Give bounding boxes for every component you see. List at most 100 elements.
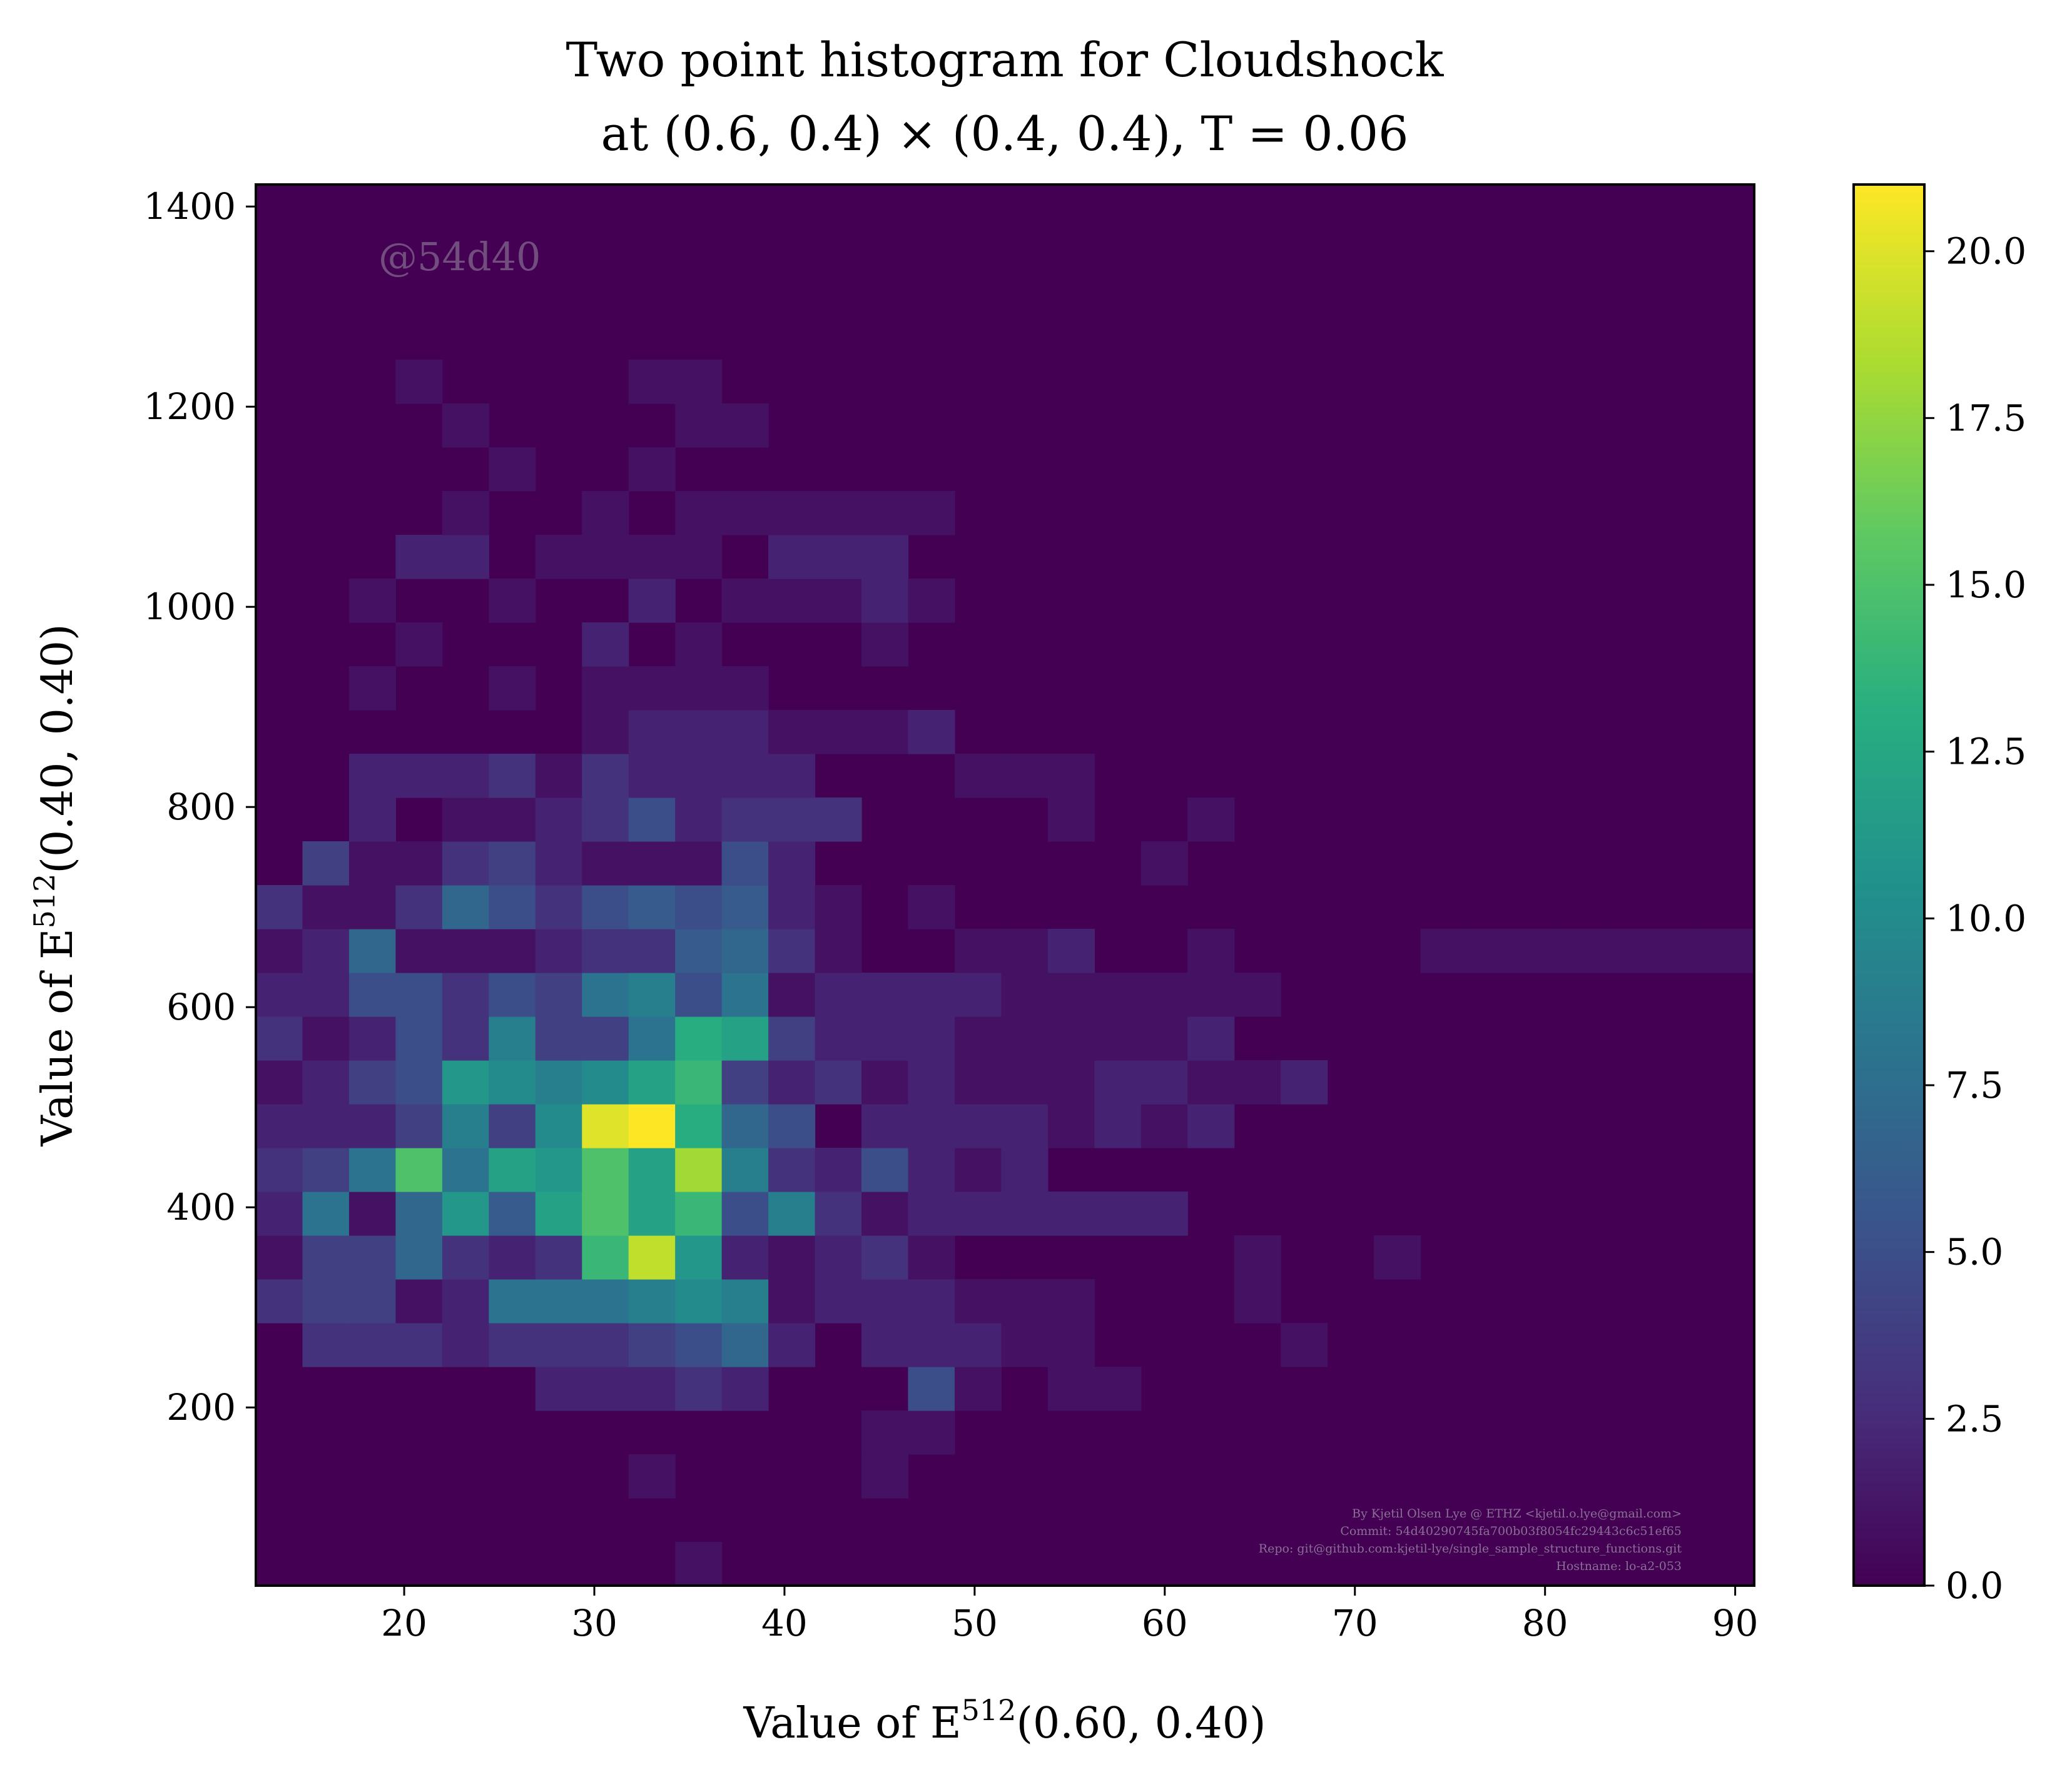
heatmap-cell <box>442 754 489 798</box>
heatmap-cell <box>442 1235 489 1280</box>
heatmap-cell <box>582 754 629 798</box>
heatmap-cell <box>489 841 536 886</box>
heatmap-cell <box>348 579 396 623</box>
heatmap-cell <box>535 1235 582 1280</box>
heatmap-cell <box>442 885 489 929</box>
heatmap-cell <box>675 1323 723 1367</box>
heatmap-cell <box>1140 1192 1188 1236</box>
heatmap-cell <box>908 973 955 1017</box>
heatmap-cell <box>675 535 723 579</box>
heatmap-cell <box>535 973 582 1017</box>
x-tick-label: 30 <box>571 1602 617 1644</box>
heatmap-cell <box>628 1235 676 1280</box>
credits-line: Commit: 54d40290745fa700b03f8054fc29443c… <box>1340 1524 1682 1538</box>
heatmap-cell <box>861 1454 909 1499</box>
heatmap-cell <box>535 797 582 842</box>
heatmap-cell <box>954 1279 1002 1324</box>
heatmap-cell <box>768 579 816 623</box>
heatmap-cell <box>302 1016 350 1061</box>
colorbar <box>1852 183 1926 1587</box>
heatmap-cell <box>1140 973 1188 1017</box>
heatmap-cell <box>768 1323 816 1367</box>
chart-title: Two point histogram for Cloudshock <box>566 32 1445 88</box>
heatmap-cell <box>721 797 769 842</box>
heatmap-cell <box>582 1148 629 1192</box>
heatmap-cell <box>535 929 582 973</box>
heatmap-cell <box>1187 797 1235 842</box>
x-tick-label: 20 <box>381 1602 427 1644</box>
heatmap-cell <box>861 491 909 535</box>
heatmap-cell <box>395 535 443 579</box>
heatmap-cell <box>395 622 443 667</box>
heatmap-cell <box>489 447 536 492</box>
heatmap-cell <box>908 579 955 623</box>
credits-line: Repo: git@github.com:kjetil-lye/single_s… <box>1259 1542 1682 1556</box>
heatmap-cell <box>861 1279 909 1324</box>
heatmap-cell <box>582 929 629 973</box>
heatmap-cell <box>348 1148 396 1192</box>
heatmap-cell <box>628 666 676 711</box>
x-tick-label: 60 <box>1142 1602 1188 1644</box>
heatmap-cell <box>1467 929 1515 973</box>
heatmap-cell <box>302 1104 350 1148</box>
heatmap-cell <box>1793 929 1840 973</box>
heatmap-cell <box>954 1192 1002 1236</box>
heatmap-cell <box>628 754 676 798</box>
credits-line: By Kjetil Olsen Lye @ ETHZ <kjetil.o.lye… <box>1352 1507 1682 1521</box>
heatmap-cell <box>675 1279 723 1324</box>
colorbar-tick-label: 12.5 <box>1946 731 2026 773</box>
heatmap-cell <box>582 1279 629 1324</box>
heatmap-cell <box>395 754 443 798</box>
x-axis: 20 30 40 50 60 70 80 90 <box>381 1586 1759 1644</box>
heatmap-cell <box>628 797 676 842</box>
heatmap-cell <box>815 1235 862 1280</box>
heatmap-cell <box>861 1323 909 1367</box>
heatmap-cell <box>442 973 489 1017</box>
heatmap-cell <box>1047 797 1095 842</box>
heatmap-cell <box>395 841 443 886</box>
heatmap-cell <box>1607 929 1654 973</box>
heatmap-cell <box>628 1148 676 1192</box>
heatmap-cell <box>675 1148 723 1192</box>
heatmap-cell <box>535 1367 582 1411</box>
heatmap-cell <box>489 797 536 842</box>
heatmap-cell <box>302 885 350 929</box>
heatmap-cell <box>628 929 676 973</box>
heatmap-cell <box>302 973 350 1017</box>
heatmap-cell <box>1094 1060 1142 1105</box>
heatmap-cell <box>582 666 629 711</box>
heatmap-cell <box>628 885 676 929</box>
colorbar-tick-label: 17.5 <box>1946 397 2026 439</box>
x-tick-label: 80 <box>1522 1602 1568 1644</box>
colorbar-tick-label: 10.0 <box>1946 897 2026 939</box>
heatmap-cell <box>302 929 350 973</box>
heatmap-cell <box>628 1279 676 1324</box>
heatmap-cell <box>861 1104 909 1148</box>
heatmap-cell <box>675 1367 723 1411</box>
heatmap-cell <box>768 1279 816 1324</box>
heatmap-cell <box>1187 1016 1235 1061</box>
heatmap-cell <box>1001 1192 1049 1236</box>
heatmap-cell <box>1094 1367 1142 1411</box>
heatmap-cell <box>954 1367 1002 1411</box>
heatmap-cell <box>628 447 676 492</box>
heatmap-cell <box>628 1323 676 1367</box>
heatmap-cell <box>256 929 303 973</box>
heatmap-cell <box>302 1148 350 1192</box>
heatmap-cell <box>815 973 862 1017</box>
heatmap-cell <box>1281 1060 1328 1105</box>
heatmap-cell <box>582 1367 629 1411</box>
heatmap-cell <box>535 754 582 798</box>
heatmap-cell <box>348 885 396 929</box>
heatmap-cell <box>628 1367 676 1411</box>
heatmap-cell <box>442 929 489 973</box>
x-axis-label: Value of E512(0.60, 0.40) <box>743 1693 1266 1748</box>
heatmap-cell <box>861 710 909 754</box>
heatmap-cell <box>489 754 536 798</box>
heatmap-cell <box>768 797 816 842</box>
heatmap-cell <box>721 710 769 754</box>
heatmap-cell <box>395 1279 443 1324</box>
heatmap-cell <box>535 1016 582 1061</box>
heatmap-cell <box>395 1104 443 1148</box>
y-tick-label: 1000 <box>143 585 236 628</box>
